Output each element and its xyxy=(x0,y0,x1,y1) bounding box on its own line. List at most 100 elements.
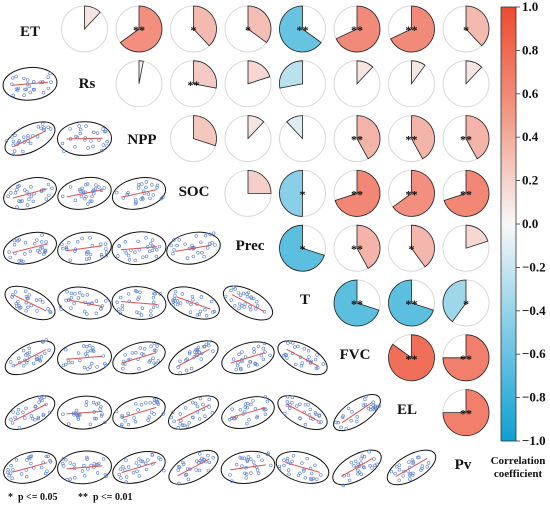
scatter-point xyxy=(65,290,69,294)
scatter-point xyxy=(150,248,155,253)
scatter-point xyxy=(359,457,363,461)
pie-cell-rs-pv xyxy=(442,60,490,108)
fit-line xyxy=(230,464,266,471)
scatter-point xyxy=(305,456,309,461)
scatter-point xyxy=(196,345,201,350)
scatter-point xyxy=(126,465,131,469)
scatter-point xyxy=(136,408,140,412)
scatter-point xyxy=(18,306,22,310)
fit-line xyxy=(13,130,47,147)
scatter-point xyxy=(73,198,78,202)
scatter-point xyxy=(27,346,31,350)
scatter-point xyxy=(39,397,43,401)
scatter-cell-prec-et xyxy=(3,231,57,265)
pie-cell-rs-soc: ** xyxy=(170,60,217,108)
scatter-point xyxy=(178,371,182,375)
scatter-point xyxy=(395,464,399,469)
scatter-point xyxy=(245,406,250,410)
scatter-point xyxy=(36,416,40,421)
scatter-point xyxy=(67,240,71,245)
scatter-point xyxy=(256,471,261,475)
scatter-point xyxy=(121,367,125,371)
pie-wedge xyxy=(335,5,381,53)
colorbar-tick-label: 0.6 xyxy=(522,86,539,101)
scatter-point xyxy=(43,351,47,356)
scatter-point xyxy=(16,86,21,91)
scatter-cell-pv-rs xyxy=(57,450,112,485)
scatter-point xyxy=(299,364,304,368)
scatter-point xyxy=(243,402,248,406)
scatter-point xyxy=(172,419,176,423)
pie-cell-prec-fvc: ** xyxy=(333,224,381,272)
scatter-point xyxy=(101,457,106,461)
scatter-point xyxy=(60,194,65,199)
scatter-point xyxy=(104,250,109,254)
scatter-point xyxy=(173,294,177,298)
scatter-point xyxy=(24,406,28,410)
confidence-ellipse xyxy=(3,177,57,210)
scatter-point xyxy=(115,300,119,304)
scatter-point xyxy=(38,247,43,251)
scatter-point xyxy=(36,124,41,129)
scatter-point xyxy=(92,416,97,421)
scatter-point xyxy=(317,420,321,425)
scatter-cell-soc-npp xyxy=(111,177,167,210)
scatter-point xyxy=(146,192,151,196)
scatter-cell-pv-soc xyxy=(168,449,219,486)
confidence-ellipse xyxy=(111,286,167,320)
scatter-point xyxy=(238,302,242,306)
scatter-point xyxy=(8,255,12,260)
scatter-point xyxy=(135,310,139,314)
confidence-ellipse xyxy=(112,341,166,375)
scatter-point xyxy=(140,306,145,310)
scatter-point xyxy=(203,308,207,312)
scatter-point xyxy=(139,197,143,201)
pie-cell-et-soc: * xyxy=(170,5,217,53)
scatter-point xyxy=(28,456,32,461)
confidence-ellipse xyxy=(168,449,219,485)
scatter-point xyxy=(87,344,92,348)
scatter-point xyxy=(24,309,28,313)
scatter-point xyxy=(207,344,211,348)
scatter-point xyxy=(190,243,194,248)
scatter-point xyxy=(349,460,353,465)
scatter-point xyxy=(261,357,266,361)
scatter-cell-soc-rs xyxy=(57,176,112,210)
scatter-point xyxy=(104,474,109,478)
pie-wedge xyxy=(465,224,489,249)
pie-wedge xyxy=(465,60,483,85)
scatter-point xyxy=(137,248,141,252)
scatter-point xyxy=(46,182,51,187)
scatter-point xyxy=(150,410,154,414)
scatter-point xyxy=(60,141,65,146)
scatter-point xyxy=(31,87,36,92)
scatter-point xyxy=(137,457,141,461)
scatter-point xyxy=(120,307,125,311)
scatter-point xyxy=(134,402,138,406)
scatter-point xyxy=(144,180,149,184)
scatter-point xyxy=(94,299,99,303)
fit-line xyxy=(395,457,428,477)
scatter-point xyxy=(306,403,310,407)
scatter-point xyxy=(88,422,93,426)
fit-line xyxy=(121,189,157,198)
confidence-ellipse xyxy=(4,395,56,430)
sig-legend-one-star: * p <= 0.05 xyxy=(8,492,57,503)
scatter-point xyxy=(44,240,48,244)
scatter-cell-t-soc xyxy=(167,286,220,320)
fit-line xyxy=(66,355,103,360)
colorbar-tick-label: 0.4 xyxy=(522,129,539,144)
scatter-point xyxy=(255,414,259,419)
scatter-point xyxy=(144,401,148,405)
scatter-cell-el-prec xyxy=(221,395,275,429)
scatter-point xyxy=(173,290,178,294)
scatter-point xyxy=(287,472,291,476)
scatter-point xyxy=(13,290,18,294)
scatter-point xyxy=(356,472,360,476)
scatter-point xyxy=(84,124,88,128)
confidence-ellipse xyxy=(3,451,57,484)
scatter-point xyxy=(242,305,246,309)
scatter-point xyxy=(7,250,11,254)
scatter-point xyxy=(375,462,379,466)
scatter-point xyxy=(22,364,26,368)
